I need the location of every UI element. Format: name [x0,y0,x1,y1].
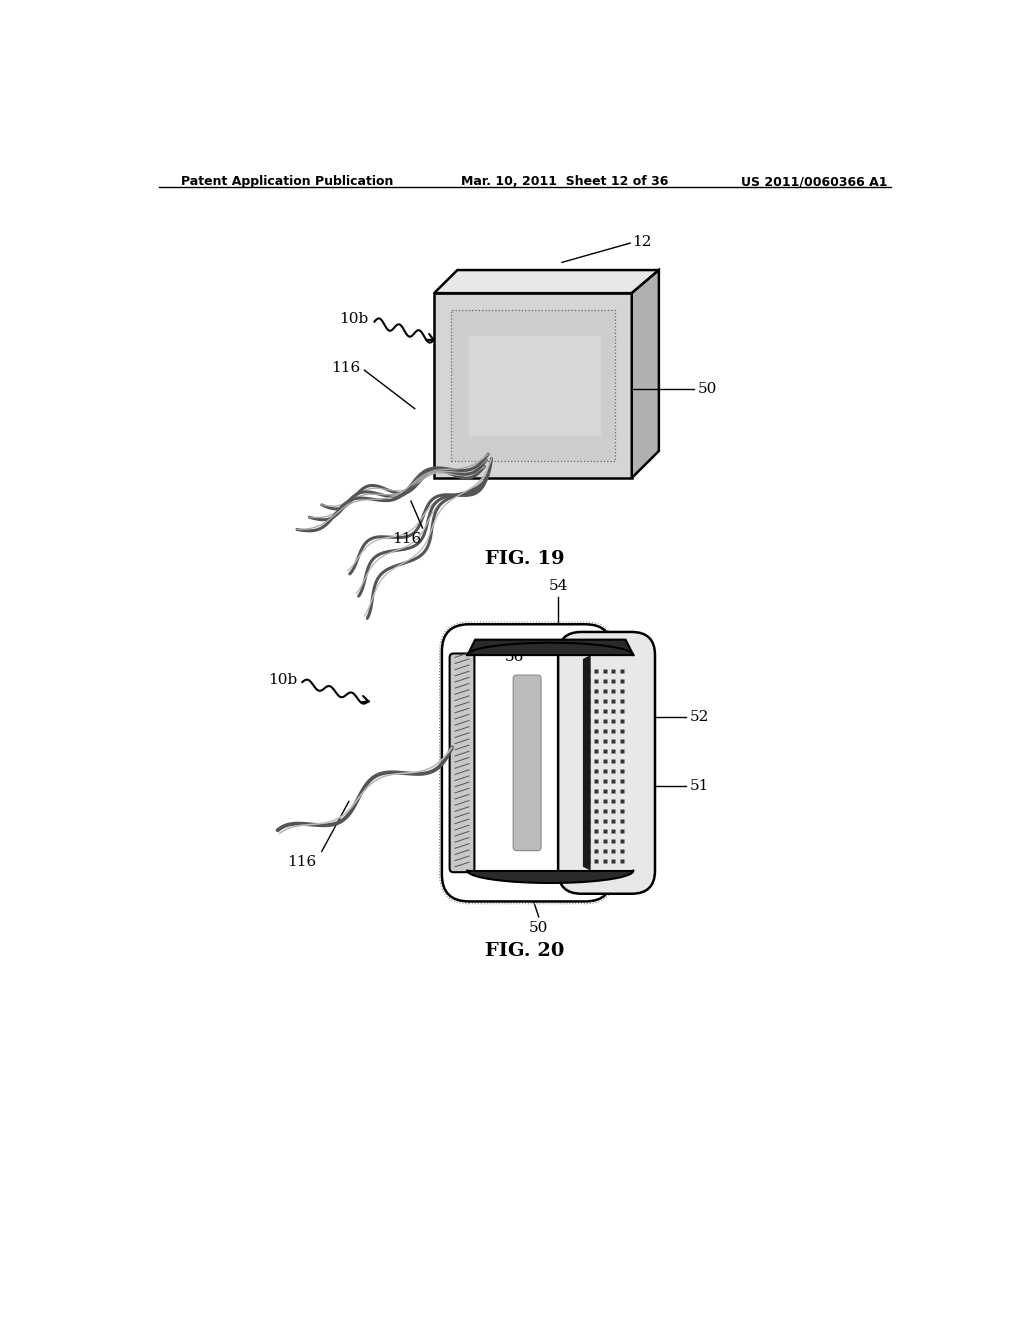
Text: 50: 50 [529,921,549,935]
FancyBboxPatch shape [442,624,612,902]
Text: 56: 56 [505,651,524,664]
Text: 116: 116 [287,855,316,870]
Polygon shape [434,271,658,293]
Polygon shape [632,271,658,478]
Text: 10b: 10b [267,673,297,688]
Text: 12: 12 [632,235,651,248]
Polygon shape [434,293,632,478]
Text: Patent Application Publication: Patent Application Publication [180,176,393,189]
Text: 52: 52 [690,710,710,723]
Polygon shape [467,640,633,655]
Text: US 2011/0060366 A1: US 2011/0060366 A1 [741,176,888,189]
Text: FIG. 19: FIG. 19 [485,550,564,568]
Polygon shape [583,655,591,871]
Polygon shape [452,310,614,461]
Text: FIG. 20: FIG. 20 [485,942,564,961]
Text: 116: 116 [331,360,360,375]
Text: Mar. 10, 2011  Sheet 12 of 36: Mar. 10, 2011 Sheet 12 of 36 [461,176,669,189]
FancyBboxPatch shape [450,653,474,873]
FancyBboxPatch shape [513,675,541,850]
Text: 50: 50 [697,383,717,396]
FancyBboxPatch shape [558,632,655,894]
Text: 10b: 10b [339,312,369,326]
Text: 51: 51 [690,779,710,793]
Text: 54: 54 [549,579,568,594]
Polygon shape [469,335,601,436]
Text: 116: 116 [392,532,422,546]
